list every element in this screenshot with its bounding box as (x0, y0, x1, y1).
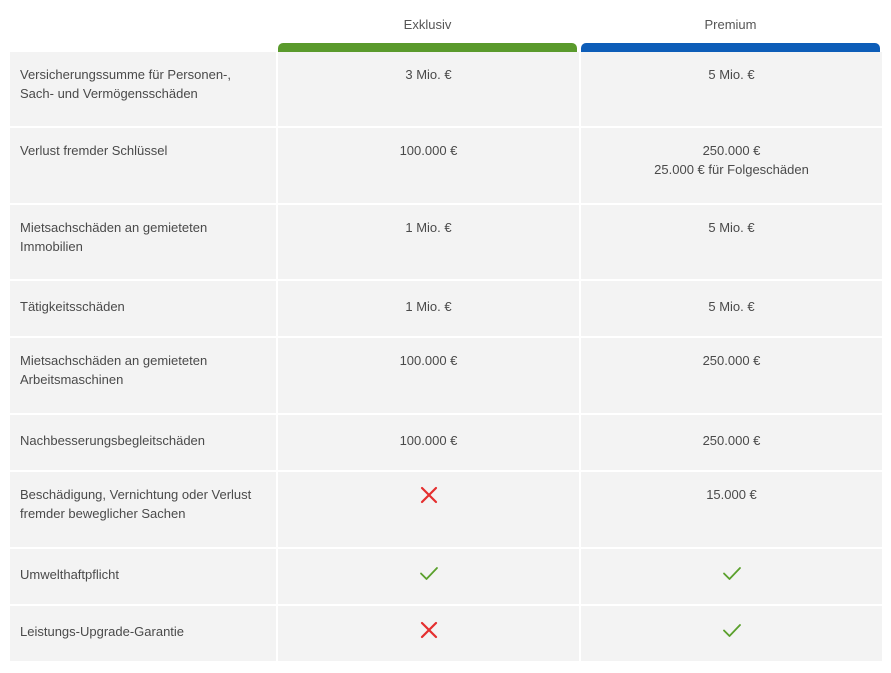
check-icon (419, 567, 438, 580)
plan-header-row: Exklusiv Premium (10, 0, 882, 52)
check-icon (722, 624, 741, 637)
row-label: Mietsachschäden an gemieteten Immobilien (20, 220, 208, 254)
value-exklusiv (276, 549, 579, 604)
table-row: Mietsachschäden an gemieteten Arbeitsmas… (10, 338, 882, 415)
comparison-table: Exklusiv Premium Versicherungssumme für … (10, 0, 882, 663)
table-row: Mietsachschäden an gemieteten Immobilien… (10, 205, 882, 281)
table-row: Nachbesserungsbegleitschäden 100.000 € 2… (10, 415, 882, 472)
value-exklusiv (276, 472, 579, 547)
plan-bar-premium (581, 43, 880, 52)
table-row: Tätigkeitsschäden 1 Mio. € 5 Mio. € (10, 281, 882, 338)
row-label: Mietsachschäden an gemieteten Arbeitsmas… (20, 353, 208, 387)
value-exklusiv: 1 Mio. € (276, 281, 579, 336)
value-exklusiv: 100.000 € (276, 415, 579, 470)
row-label: Versicherungssumme für Personen-, Sach- … (20, 67, 231, 101)
table-row: Beschädigung, Vernichtung oder Verlust f… (10, 472, 882, 549)
plan-name-premium: Premium (704, 17, 757, 32)
value-exklusiv: 3 Mio. € (276, 52, 579, 126)
table-row: Versicherungssumme für Personen-, Sach- … (10, 52, 882, 128)
value-premium: 250.000 € 25.000 € für Folgeschäden (579, 128, 882, 203)
value-premium (579, 606, 882, 661)
row-label: Tätigkeitsschäden (20, 299, 125, 314)
plan-bar-exklusiv (278, 43, 577, 52)
value-premium: 250.000 € (579, 338, 882, 413)
check-icon (722, 567, 741, 580)
value-exklusiv: 100.000 € (276, 128, 579, 203)
row-label: Nachbesserungsbegleitschäden (20, 433, 206, 448)
value-exklusiv: 1 Mio. € (276, 205, 579, 279)
row-label: Verlust fremder Schlüssel (20, 143, 168, 158)
value-premium-sub: 25.000 € für Folgeschäden (654, 162, 809, 177)
value-exklusiv: 100.000 € (276, 338, 579, 413)
value-premium: 15.000 € (579, 472, 882, 547)
table-row: Leistungs-Upgrade-Garantie (10, 606, 882, 663)
row-label: Leistungs-Upgrade-Garantie (20, 624, 185, 639)
header-spacer (10, 0, 276, 52)
row-label: Umwelthaftpflicht (20, 567, 119, 582)
value-premium: 5 Mio. € (579, 52, 882, 126)
plan-header-premium: Premium (579, 0, 882, 52)
value-premium (579, 549, 882, 604)
plan-header-exklusiv: Exklusiv (276, 0, 579, 52)
cross-icon (420, 621, 437, 639)
table-row: Verlust fremder Schlüssel 100.000 € 250.… (10, 128, 882, 205)
table-row: Umwelthaftpflicht (10, 549, 882, 606)
value-premium: 5 Mio. € (579, 281, 882, 336)
cross-icon (420, 486, 437, 504)
value-premium: 5 Mio. € (579, 205, 882, 279)
value-premium-main: 250.000 € (702, 143, 761, 158)
value-exklusiv (276, 606, 579, 661)
row-label: Beschädigung, Vernichtung oder Verlust f… (20, 487, 252, 521)
plan-name-exklusiv: Exklusiv (403, 17, 452, 32)
value-premium: 250.000 € (579, 415, 882, 470)
